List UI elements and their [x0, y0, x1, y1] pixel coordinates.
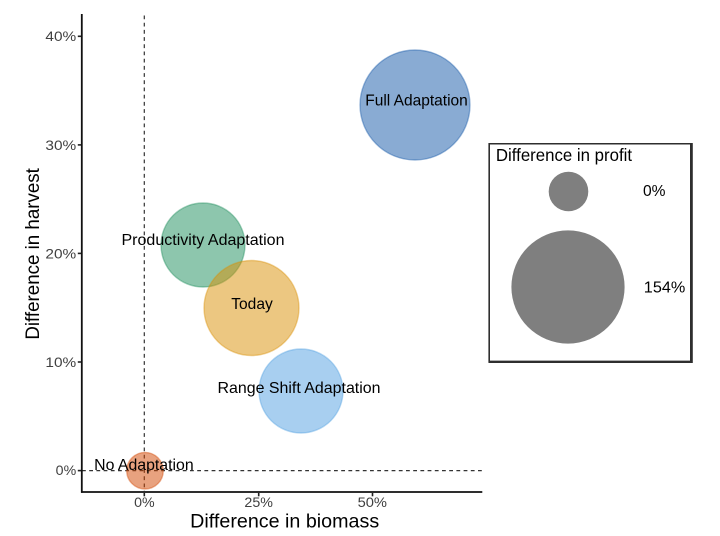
- svg-text:Difference in biomass: Difference in biomass: [190, 510, 379, 532]
- svg-text:25%: 25%: [244, 494, 273, 510]
- svg-text:30%: 30%: [45, 137, 76, 153]
- svg-text:Today: Today: [231, 296, 273, 313]
- svg-text:20%: 20%: [45, 245, 76, 261]
- svg-text:Full Adaptation: Full Adaptation: [365, 92, 468, 109]
- svg-text:0%: 0%: [56, 462, 77, 478]
- svg-text:No Adaptation: No Adaptation: [94, 457, 194, 474]
- svg-text:Difference in profit: Difference in profit: [496, 145, 632, 165]
- svg-text:40%: 40%: [45, 28, 76, 44]
- svg-text:Difference in harvest: Difference in harvest: [22, 168, 44, 340]
- svg-text:Productivity Adaptation: Productivity Adaptation: [122, 232, 285, 249]
- svg-text:10%: 10%: [45, 354, 76, 370]
- svg-text:154%: 154%: [644, 280, 686, 297]
- svg-text:50%: 50%: [358, 494, 387, 510]
- svg-text:0%: 0%: [643, 183, 666, 200]
- svg-text:Range Shift Adaptation: Range Shift Adaptation: [218, 380, 381, 397]
- svg-text:0%: 0%: [134, 494, 155, 510]
